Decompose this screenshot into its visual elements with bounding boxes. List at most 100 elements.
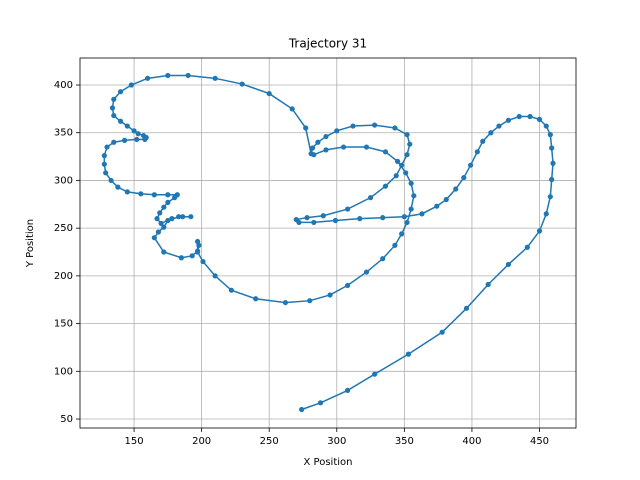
trajectory-point (408, 206, 414, 212)
trajectory-point (154, 216, 160, 222)
trajectory-point (327, 292, 333, 298)
trajectory-point (117, 89, 124, 95)
trajectory-point (176, 214, 182, 220)
x-tick-label: 450 (530, 436, 549, 447)
trajectory-point (372, 371, 378, 377)
trajectory-point (401, 214, 407, 220)
trajectory-point (467, 162, 474, 168)
trajectory-point (404, 219, 410, 226)
trajectory-point (178, 255, 184, 261)
trajectory-point (293, 216, 299, 223)
trajectory-point (239, 81, 245, 87)
trajectory-point (212, 75, 218, 81)
trajectory-point (307, 298, 313, 304)
trajectory-point (380, 215, 386, 221)
trajectory-point (304, 215, 310, 221)
trajectory-point (340, 144, 347, 150)
trajectory-point (165, 192, 171, 198)
trajectory-point (309, 145, 316, 151)
trajectory-point (524, 244, 530, 250)
x-tick-label: 300 (327, 436, 346, 447)
trajectory-point (543, 211, 549, 217)
trajectory-point (253, 296, 259, 302)
trajectory-point (101, 161, 107, 167)
trajectory-point (404, 152, 410, 158)
x-tick-label: 400 (462, 436, 481, 447)
trajectory-point (151, 192, 157, 198)
trajectory-point (536, 116, 543, 122)
trajectory-point (151, 235, 157, 241)
trajectory-point (363, 269, 370, 275)
trajectory-point (474, 149, 480, 155)
trajectory-point (527, 113, 533, 120)
trajectory-point (111, 139, 117, 145)
trajectory-point (344, 282, 351, 289)
trajectory-point (200, 258, 206, 265)
trajectory-point (350, 123, 356, 129)
trajectory-point (443, 196, 449, 203)
trajectory-point (405, 351, 412, 357)
trajectory-point (372, 122, 378, 128)
trajectory-point (172, 195, 178, 201)
trajectory-point (194, 238, 201, 245)
trajectory-point (395, 158, 401, 164)
y-tick-label: 350 (54, 128, 73, 139)
trajectory-point (439, 329, 445, 335)
trajectory-point (550, 160, 556, 166)
trajectory-point (134, 136, 140, 143)
trajectory-point (344, 206, 351, 212)
trajectory-point (357, 216, 363, 222)
trajectory-point (403, 170, 409, 176)
trajectory-point (332, 217, 339, 224)
trajectory-point (311, 152, 317, 158)
x-tick-label: 350 (395, 436, 414, 447)
trajectory-point (161, 224, 167, 230)
trajectory-point (408, 180, 414, 186)
trajectory-point (282, 299, 289, 306)
trajectory-point (516, 113, 522, 120)
x-tick-label: 150 (125, 436, 144, 447)
trajectory-point (505, 117, 512, 123)
trajectory-point (189, 253, 195, 259)
trajectory-point (115, 184, 121, 190)
trajectory-point (399, 231, 405, 237)
trajectory-point (165, 217, 171, 224)
trajectory-point (111, 96, 117, 102)
trajectory-point (138, 191, 144, 197)
trajectory-point (144, 75, 151, 81)
trajectory-point (158, 220, 164, 226)
trajectory-point (392, 125, 398, 131)
trajectory-point (393, 173, 399, 179)
chart-title: Trajectory 31 (288, 37, 367, 51)
trajectory-point (194, 249, 201, 255)
trajectory-point (411, 193, 417, 199)
trajectory-point (185, 72, 191, 79)
trajectory-point (155, 229, 161, 235)
trajectory-point (228, 287, 234, 293)
trajectory-point (161, 204, 167, 210)
trajectory-point (165, 199, 171, 205)
trajectory-point (543, 123, 549, 129)
trajectory-point (165, 72, 171, 79)
trajectory-point (407, 141, 413, 147)
trajectory-point (320, 213, 326, 219)
trajectory-point (157, 210, 163, 216)
trajectory-point (380, 256, 386, 262)
y-tick-label: 250 (54, 223, 73, 234)
trajectory-point (344, 387, 351, 393)
trajectory-point (299, 406, 305, 413)
trajectory-point (323, 147, 329, 153)
trajectory-point (463, 305, 470, 311)
trajectory-point (108, 177, 114, 184)
trajectory-point (382, 149, 389, 155)
trajectory-point (434, 203, 440, 209)
trajectory-point (124, 189, 130, 195)
trajectory-point (303, 125, 309, 131)
trajectory-point (311, 219, 317, 226)
plot-frame (79, 57, 577, 429)
trajectory-point (104, 144, 110, 150)
trajectory-point (404, 132, 410, 138)
trajectory-point (382, 183, 389, 189)
